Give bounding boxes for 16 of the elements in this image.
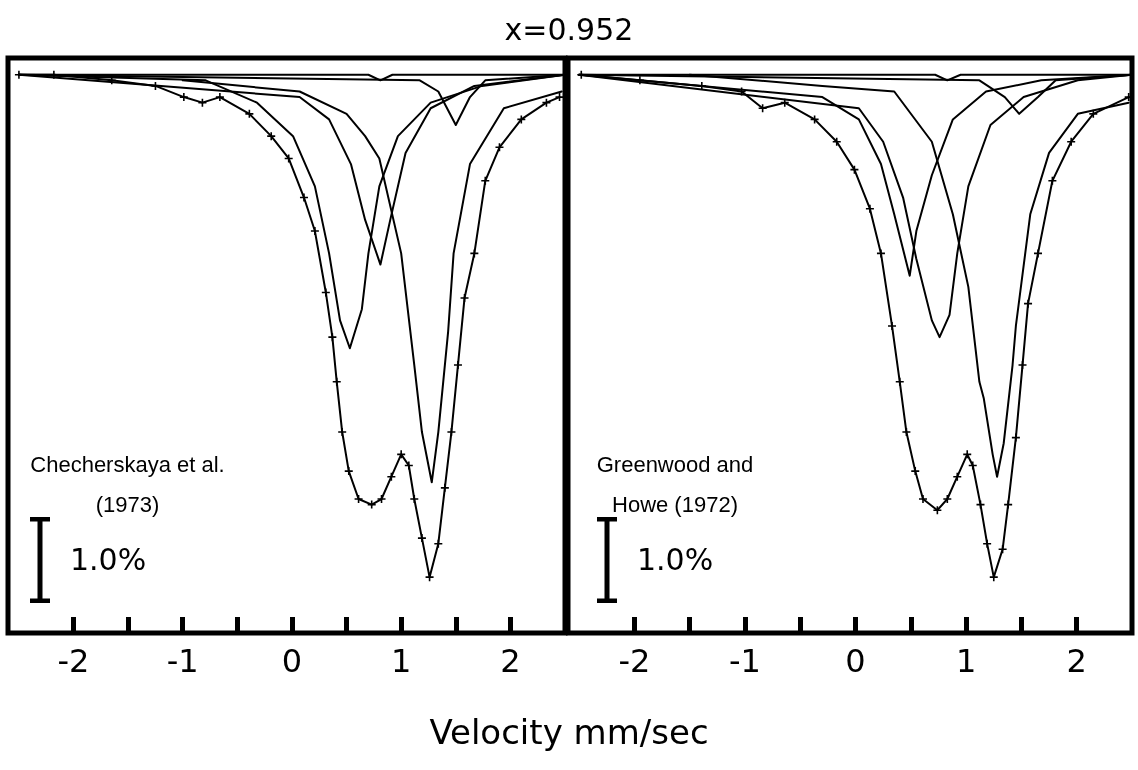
x-tick-label: 0 <box>845 642 866 680</box>
x-tick-label: 2 <box>1066 642 1087 680</box>
x-tick-label: -2 <box>618 642 651 680</box>
x-tick-label: 2 <box>500 642 521 680</box>
x-axis-title: Velocity mm/sec <box>428 712 710 752</box>
annotation: Greenwood and Howe (1972) <box>595 451 755 519</box>
annotation: 1.0% <box>637 542 714 577</box>
annotation: Checherskaya et al. (1973) <box>29 451 226 519</box>
x-tick-label: 0 <box>281 642 303 680</box>
x-tick-label: 1 <box>955 642 977 680</box>
x-tick-label: -1 <box>166 642 199 680</box>
x-tick-label: -2 <box>57 642 90 680</box>
x-tick-label: 1 <box>391 642 412 680</box>
annotation: 1.0% <box>70 542 147 577</box>
chart-title: x=0.952 <box>503 12 635 47</box>
x-tick-label: -1 <box>728 642 761 680</box>
